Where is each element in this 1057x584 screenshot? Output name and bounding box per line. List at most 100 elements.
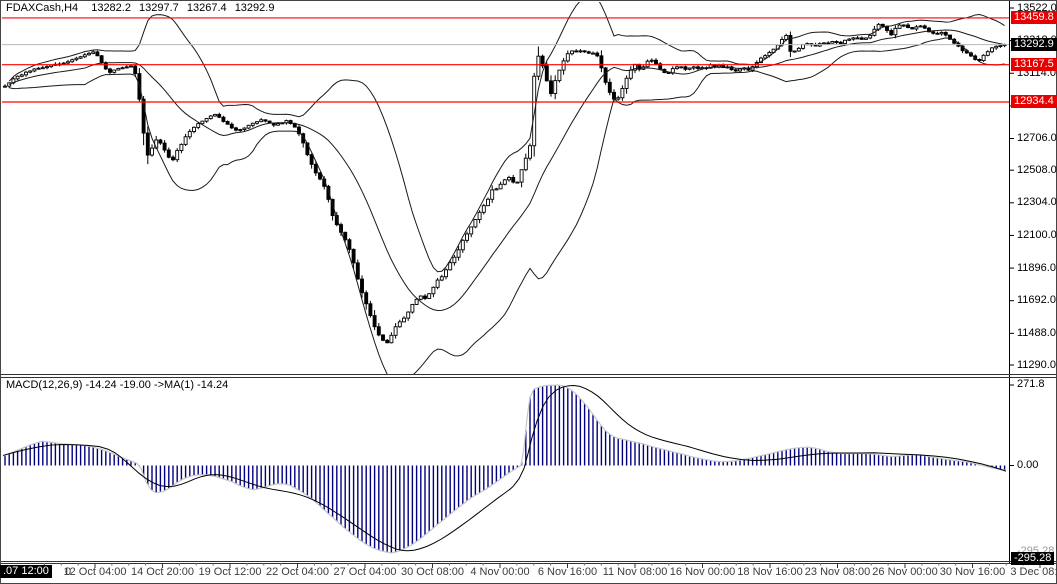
- time-label-remnant: 0: [65, 566, 72, 578]
- macd-signal-line: [2, 385, 1007, 552]
- candle: [998, 45, 1003, 47]
- candle: [393, 326, 398, 336]
- candle: [981, 54, 986, 62]
- candle: [334, 215, 339, 226]
- time-axis-label: 18 Nov 16:00: [737, 566, 803, 578]
- candle: [133, 65, 138, 75]
- time-axis-label: 30 Oct 08:00: [401, 566, 464, 578]
- candle: [666, 72, 671, 74]
- candle: [66, 61, 70, 64]
- candle: [696, 66, 700, 69]
- candle: [187, 131, 192, 138]
- candle: [910, 27, 915, 30]
- candle: [897, 24, 902, 29]
- open-value: 13282.2: [91, 2, 131, 14]
- candle: [229, 123, 234, 129]
- symbol-ohlc-header: FDAXCash,H4 13282.2 13297.7 13267.4 1329…: [6, 2, 279, 14]
- candle: [402, 317, 406, 323]
- candle: [654, 59, 658, 65]
- candle: [414, 298, 419, 305]
- price-axis-label: 11488.0: [1017, 326, 1056, 339]
- candle: [259, 119, 264, 123]
- candle: [591, 52, 595, 55]
- candle: [372, 315, 377, 328]
- candle: [448, 262, 453, 271]
- price-axis-label: 12100.0: [1017, 228, 1057, 241]
- candle: [607, 81, 612, 93]
- candle: [246, 124, 251, 129]
- candle: [620, 88, 625, 99]
- time-axis-label: 12 Oct 04:00: [63, 566, 127, 578]
- candle: [263, 119, 268, 122]
- candle: [36, 67, 41, 70]
- candle: [843, 39, 847, 45]
- candle: [179, 143, 184, 151]
- candle: [990, 47, 994, 53]
- candle: [276, 123, 280, 126]
- candle: [15, 75, 20, 80]
- candle: [985, 51, 990, 56]
- candle: [511, 177, 516, 183]
- candle: [91, 51, 96, 54]
- candle: [397, 321, 402, 328]
- candle: [616, 97, 621, 100]
- candle: [318, 172, 322, 180]
- candle: [586, 51, 591, 54]
- candle: [326, 185, 331, 200]
- candle: [578, 50, 583, 53]
- candle: [507, 177, 511, 181]
- candle: [553, 80, 558, 94]
- candle: [624, 77, 629, 89]
- candle: [166, 149, 171, 158]
- candle: [24, 71, 28, 76]
- candle: [418, 295, 423, 300]
- time-axis-label: 30 Nov 16:00: [939, 566, 1006, 578]
- candle: [381, 334, 385, 341]
- candle: [162, 142, 167, 151]
- macd-plot-area[interactable]: [2, 377, 1009, 561]
- candle: [918, 25, 923, 28]
- candle: [549, 80, 553, 94]
- candle: [914, 26, 919, 30]
- low-value: 13267.4: [186, 2, 227, 14]
- candle: [368, 303, 373, 317]
- candle: [763, 55, 768, 59]
- candle: [788, 35, 793, 52]
- candle: [889, 30, 894, 36]
- candle: [427, 293, 432, 299]
- candle: [834, 41, 839, 43]
- candle: [859, 37, 864, 40]
- candle: [570, 50, 574, 55]
- candle: [297, 126, 301, 135]
- time-axis-label: 11 Nov 08:00: [602, 566, 668, 578]
- time-cursor-badge: .07 12:00: [0, 565, 52, 578]
- candle: [939, 31, 944, 35]
- candle: [477, 211, 482, 220]
- symbol-period-label: FDAXCash,H4: [6, 2, 79, 14]
- price-axis[interactable]: [1010, 2, 1057, 563]
- candle: [544, 65, 549, 82]
- candle: [687, 67, 692, 70]
- candle: [490, 189, 495, 200]
- price-axis-label: 12508.0: [1017, 163, 1057, 176]
- candle: [32, 68, 37, 72]
- candle: [385, 339, 390, 344]
- high-value: 13297.7: [139, 2, 179, 14]
- hline-price-badge-13167: 13167.5: [1011, 58, 1057, 72]
- candle: [313, 163, 318, 174]
- candle: [355, 262, 360, 280]
- candle: [855, 37, 860, 40]
- main-chart-plot-area[interactable]: [2, 2, 1009, 374]
- candle: [935, 32, 940, 35]
- candle: [469, 226, 474, 235]
- time-axis-label: 22 Oct 04:00: [266, 566, 329, 578]
- candle: [204, 118, 209, 122]
- candle: [927, 27, 931, 33]
- candle: [183, 136, 188, 145]
- time-axis-label: 6 Nov 16:00: [537, 566, 598, 578]
- candle: [158, 139, 163, 144]
- hline-price-badge-12934: 12934.4: [1011, 95, 1057, 109]
- bollinger-lower-line: [9, 37, 1005, 374]
- candle: [351, 248, 356, 264]
